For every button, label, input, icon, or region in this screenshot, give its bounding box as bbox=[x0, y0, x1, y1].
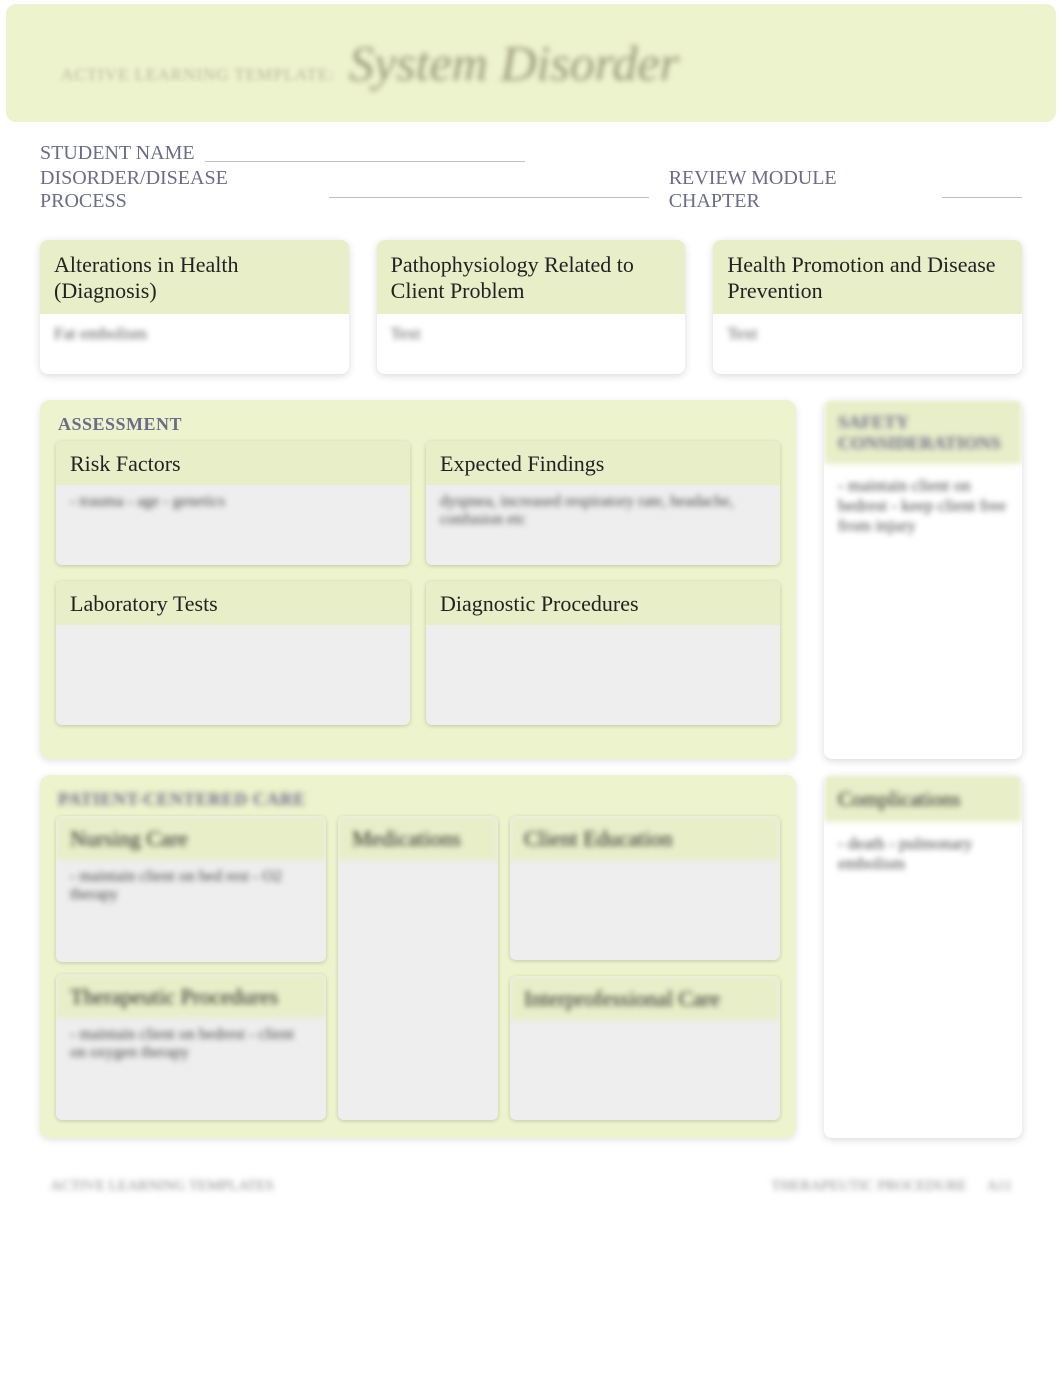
header-title: System Disorder bbox=[349, 34, 679, 92]
label-student-name: STUDENT NAME bbox=[40, 142, 195, 165]
meta-row-disorder: DISORDER/DISEASE PROCESS REVIEW MODULE C… bbox=[40, 167, 1022, 213]
footer-right: THERAPEUTIC PROCEDURE bbox=[771, 1178, 966, 1195]
card-alterations-title: Alterations in Health (Diagnosis) bbox=[40, 240, 349, 314]
card-diag-body bbox=[426, 625, 780, 725]
card-alterations-body: Fat embolism bbox=[40, 314, 349, 374]
card-alterations: Alterations in Health (Diagnosis) Fat em… bbox=[40, 240, 349, 374]
card-labs-title: Laboratory Tests bbox=[56, 581, 410, 625]
card-education: Client Education bbox=[510, 816, 780, 960]
card-safety-body: - maintain client on bedrest - keep clie… bbox=[824, 464, 1022, 759]
card-findings-body: dyspnea, increased respiratory rate, hea… bbox=[426, 485, 780, 565]
meta-row-student: STUDENT NAME bbox=[40, 142, 1022, 165]
card-risk-title: Risk Factors bbox=[56, 441, 410, 485]
card-nursing: Nursing Care - maintain client on bed re… bbox=[56, 816, 326, 962]
card-education-body bbox=[510, 860, 780, 960]
page-container: ACTIVE LEARNING TEMPLATE: System Disorde… bbox=[0, 4, 1062, 1235]
card-therapeutic-body: - maintain client on bedrest - client on… bbox=[56, 1018, 326, 1098]
card-findings-title: Expected Findings bbox=[426, 441, 780, 485]
footer-page: A11 bbox=[987, 1178, 1012, 1195]
card-interprof-title: Interprofessional Care bbox=[510, 976, 780, 1020]
footer-left: ACTIVE LEARNING TEMPLATES bbox=[50, 1178, 274, 1195]
label-disorder: DISORDER/DISEASE PROCESS bbox=[40, 167, 319, 213]
input-line-student[interactable] bbox=[205, 146, 525, 162]
card-safety: SAFETY CONSIDERATIONS - maintain client … bbox=[824, 400, 1022, 759]
card-promotion-body: Text bbox=[713, 314, 1022, 374]
card-interprof-body bbox=[510, 1020, 780, 1110]
card-nursing-body: - maintain client on bed rest - O2 thera… bbox=[56, 860, 326, 940]
top-card-row: Alterations in Health (Diagnosis) Fat em… bbox=[0, 225, 1062, 384]
input-line-disorder[interactable] bbox=[329, 182, 649, 198]
pcc-section: PATIENT-CENTERED CARE Nursing Care - mai… bbox=[40, 775, 796, 1138]
card-findings: Expected Findings dyspnea, increased res… bbox=[426, 441, 780, 565]
card-therapeutic: Therapeutic Procedures - maintain client… bbox=[56, 974, 326, 1120]
card-medications-title: Medications bbox=[338, 816, 498, 860]
card-diag-title: Diagnostic Procedures bbox=[426, 581, 780, 625]
assessment-section: ASSESSMENT Risk Factors - trauma - age -… bbox=[40, 400, 796, 759]
card-patho-title: Pathophysiology Related to Client Proble… bbox=[377, 240, 686, 314]
assessment-row: ASSESSMENT Risk Factors - trauma - age -… bbox=[0, 384, 1062, 759]
card-safety-title: SAFETY CONSIDERATIONS bbox=[824, 400, 1022, 464]
card-promotion-title: Health Promotion and Disease Prevention bbox=[713, 240, 1022, 314]
card-nursing-title: Nursing Care bbox=[56, 816, 326, 860]
pcc-label: PATIENT-CENTERED CARE bbox=[58, 789, 780, 810]
card-complications-title: Complications bbox=[824, 775, 1022, 822]
card-risk: Risk Factors - trauma - age - genetics bbox=[56, 441, 410, 565]
card-risk-body: - trauma - age - genetics bbox=[56, 485, 410, 565]
card-promotion: Health Promotion and Disease Prevention … bbox=[713, 240, 1022, 374]
card-medications: Medications bbox=[338, 816, 498, 1120]
footer: ACTIVE LEARNING TEMPLATES THERAPEUTIC PR… bbox=[0, 1138, 1062, 1195]
card-therapeutic-title: Therapeutic Procedures bbox=[56, 974, 326, 1018]
card-complications-body: - death - pulmonary embolism bbox=[824, 822, 1022, 1138]
header-prefix: ACTIVE LEARNING TEMPLATE: bbox=[61, 65, 335, 85]
card-labs: Laboratory Tests bbox=[56, 581, 410, 725]
card-interprof: Interprofessional Care bbox=[510, 976, 780, 1120]
meta-rows: STUDENT NAME DISORDER/DISEASE PROCESS RE… bbox=[0, 122, 1062, 225]
header-bar: ACTIVE LEARNING TEMPLATE: System Disorde… bbox=[6, 4, 1056, 122]
input-line-review[interactable] bbox=[942, 182, 1022, 198]
card-complications: Complications - death - pulmonary emboli… bbox=[824, 775, 1022, 1138]
card-patho: Pathophysiology Related to Client Proble… bbox=[377, 240, 686, 374]
card-patho-body: Text bbox=[377, 314, 686, 374]
pcc-row: PATIENT-CENTERED CARE Nursing Care - mai… bbox=[0, 759, 1062, 1138]
label-review-chapter: REVIEW MODULE CHAPTER bbox=[669, 167, 932, 213]
card-medications-body bbox=[338, 860, 498, 1120]
assessment-label: ASSESSMENT bbox=[58, 414, 780, 435]
card-labs-body bbox=[56, 625, 410, 725]
card-diag: Diagnostic Procedures bbox=[426, 581, 780, 725]
card-education-title: Client Education bbox=[510, 816, 780, 860]
